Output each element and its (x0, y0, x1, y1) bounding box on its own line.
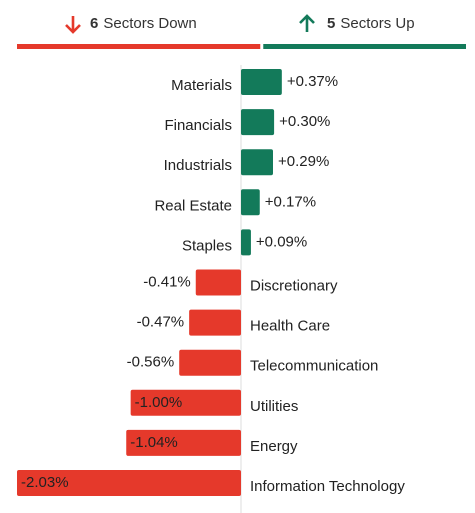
down-label: Sectors Down (103, 15, 196, 32)
category-label: Real Estate (154, 197, 232, 214)
sectors-up: 5 Sectors Up (327, 15, 415, 32)
value-label: -2.03% (21, 474, 69, 491)
down-count: 6 (90, 15, 98, 32)
down-share-bar (17, 44, 261, 49)
bar (179, 349, 241, 376)
down-arrow-icon (65, 16, 81, 34)
category-label: Health Care (250, 318, 330, 335)
bar (241, 229, 251, 256)
up-count: 5 (327, 15, 335, 32)
category-label: Industrials (164, 157, 232, 174)
value-label: -0.56% (127, 354, 175, 371)
up-arrow-icon (299, 14, 315, 32)
category-label: Energy (250, 438, 298, 455)
up-share-bar (263, 44, 466, 49)
up-label: Sectors Up (340, 15, 414, 32)
bar (241, 69, 282, 95)
value-label: -0.47% (137, 314, 185, 331)
bar (195, 269, 241, 296)
bar (241, 189, 260, 216)
category-label: Telecommunication (250, 358, 378, 375)
value-label: +0.29% (278, 153, 329, 170)
value-label: +0.37% (287, 73, 338, 90)
bar (189, 309, 241, 336)
value-label: +0.17% (265, 193, 316, 210)
value-label: +0.30% (279, 113, 330, 130)
bar (241, 149, 273, 176)
value-label: -0.41% (143, 273, 191, 290)
bar (241, 109, 275, 136)
category-label: Financials (164, 117, 232, 134)
category-label: Staples (182, 237, 232, 254)
bar (17, 470, 241, 496)
bar (130, 389, 241, 416)
category-label: Materials (171, 77, 232, 94)
value-label: -1.00% (135, 394, 183, 411)
value-label: -1.04% (130, 434, 178, 451)
category-label: Discretionary (250, 277, 338, 294)
category-label: Utilities (250, 398, 298, 415)
category-label: Information Technology (250, 478, 405, 495)
value-label: +0.09% (256, 233, 307, 250)
sectors-down: 6 Sectors Down (90, 15, 197, 32)
bar (126, 429, 241, 456)
